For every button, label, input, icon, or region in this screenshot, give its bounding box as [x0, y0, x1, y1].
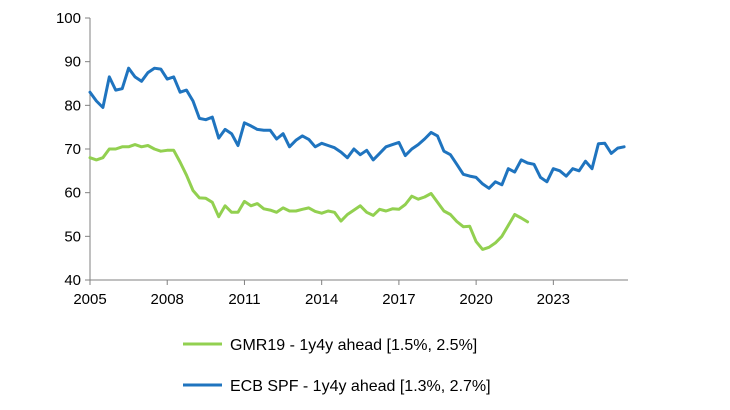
ecb-spf-series-line	[88, 66, 626, 190]
x-tick-label: 2014	[305, 291, 338, 308]
series-lines	[88, 66, 626, 251]
y-tick-label: 80	[64, 97, 81, 114]
x-tick-label: 2020	[459, 291, 492, 308]
y-tick-label: 90	[64, 54, 81, 71]
legend-label-ecb-spf: ECB SPF - 1y4y ahead [1.3%, 2.7%]	[230, 378, 491, 395]
x-tick-label: 2005	[73, 291, 106, 308]
x-tick-label: 2017	[382, 291, 415, 308]
y-tick-label: 100	[56, 10, 81, 27]
legend-label-gmr19: GMR19 - 1y4y ahead [1.5%, 2.5%]	[230, 337, 477, 354]
x-tick-label: 2011	[228, 291, 260, 308]
y-tick-label: 50	[64, 228, 81, 245]
y-axis-ticks: 40 50 60 70 80 90 100	[56, 10, 90, 289]
x-tick-label: 2023	[537, 291, 570, 308]
legend: GMR19 - 1y4y ahead [1.5%, 2.5%] ECB SPF …	[183, 337, 491, 395]
gmr19-series-line	[88, 143, 530, 251]
y-tick-label: 60	[64, 185, 81, 202]
x-tick-label: 2008	[151, 291, 184, 308]
x-axis-ticks: 2005 2008 2011 2014 2017 2020 2023	[73, 280, 570, 308]
y-tick-label: 40	[64, 272, 81, 289]
y-tick-label: 70	[64, 141, 81, 158]
